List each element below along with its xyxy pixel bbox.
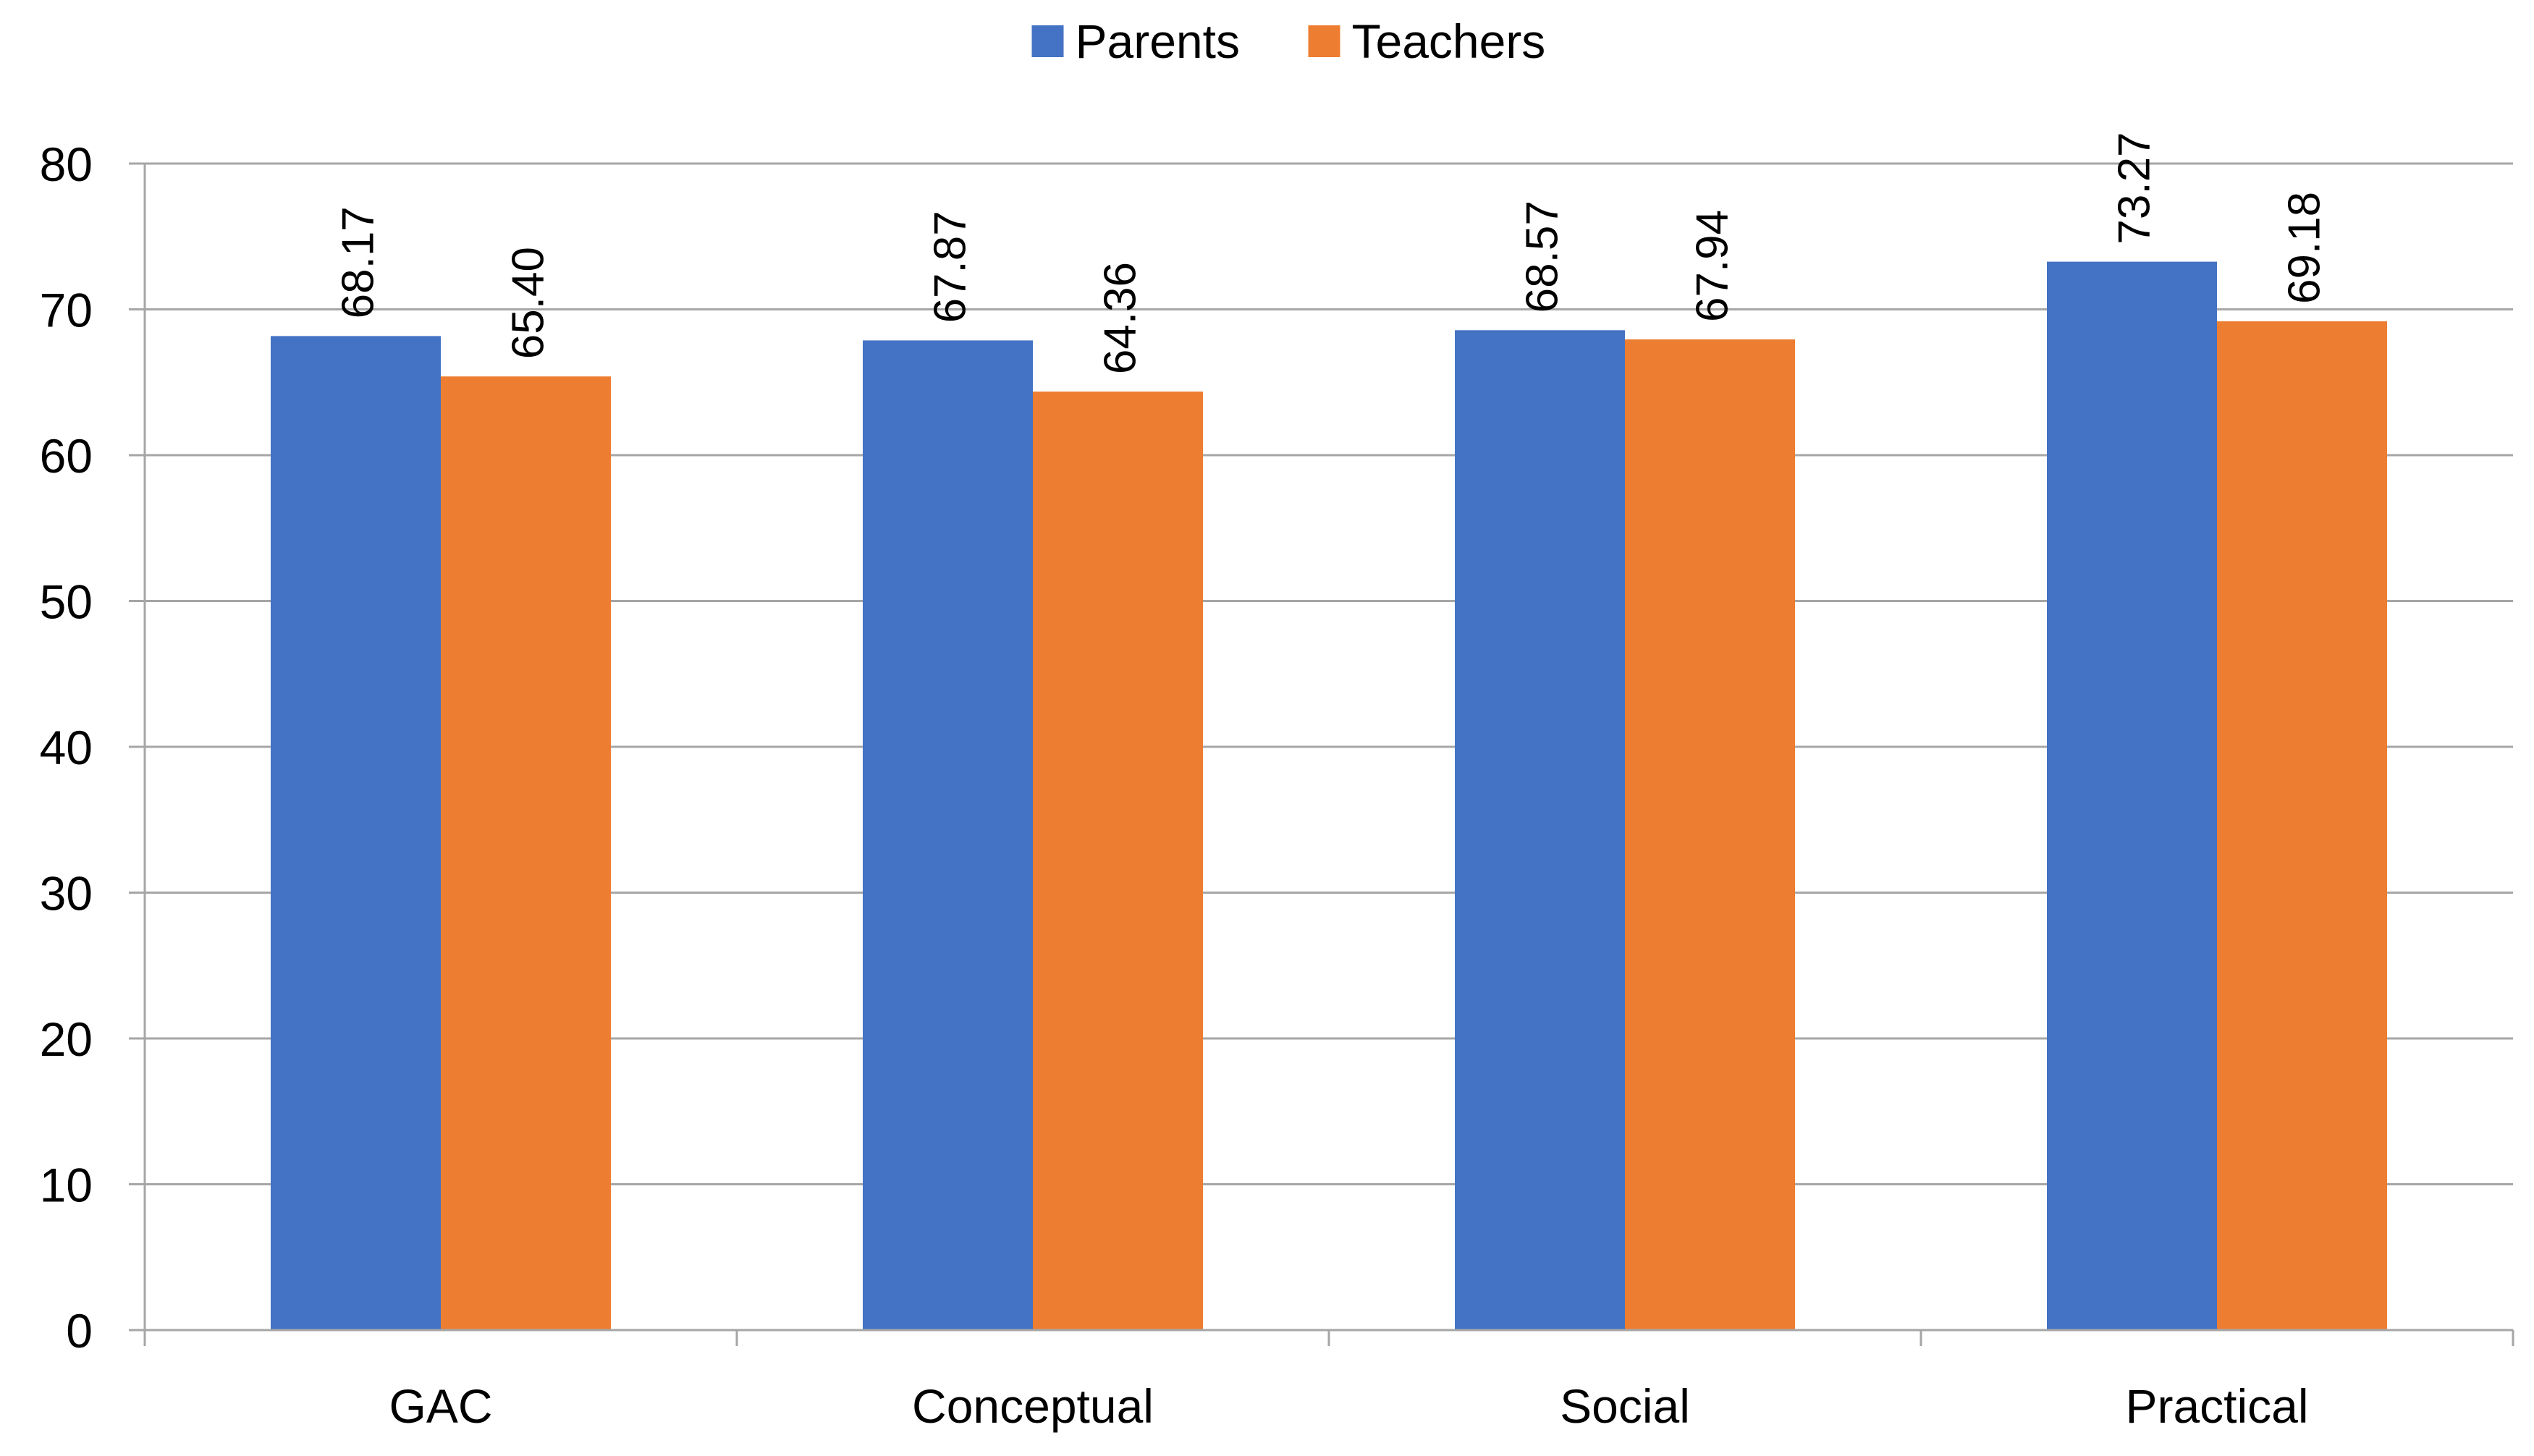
- axes: [129, 162, 2514, 1346]
- data-label: 69.18: [2280, 192, 2330, 304]
- x-tick-label: Practical: [2125, 1379, 2308, 1433]
- bar-teachers-social: [1625, 339, 1795, 1330]
- data-label: 73.27: [2110, 132, 2160, 244]
- data-label: 64.36: [1096, 262, 1146, 374]
- y-tick-labels: 0 10 20 30 40 50 60 70 80: [40, 137, 93, 1358]
- y-tick-label: 80: [40, 137, 93, 191]
- y-tick-label: 10: [40, 1159, 93, 1212]
- y-tick-label: 60: [40, 429, 93, 483]
- bars: [271, 261, 2387, 1331]
- x-tick-labels: GAC Conceptual Social Practical: [389, 1379, 2308, 1433]
- bar-teachers-gac: [441, 376, 611, 1331]
- x-tick-label: GAC: [389, 1379, 492, 1433]
- y-tick-label: 40: [40, 721, 93, 774]
- legend-label-teachers: Teachers: [1352, 14, 1546, 68]
- bar-parents-practical: [2047, 261, 2217, 1330]
- bar-parents-social: [1455, 330, 1625, 1331]
- y-tick-label: 50: [40, 575, 93, 629]
- y-tick-label: 70: [40, 284, 93, 337]
- bar-parents-conceptual: [863, 340, 1033, 1331]
- y-tick-label: 30: [40, 867, 93, 920]
- legend-label-parents: Parents: [1076, 14, 1240, 68]
- data-label: 67.87: [926, 211, 976, 323]
- x-tick-label: Conceptual: [912, 1379, 1154, 1433]
- bar-parents-gac: [271, 336, 441, 1330]
- legend: Parents Teachers: [1031, 14, 1546, 68]
- data-label: 65.40: [504, 247, 554, 359]
- legend-swatch-teachers: [1308, 25, 1340, 57]
- data-labels: 68.17 65.40 67.87 64.36 68.57 67.94 73.27 69.18: [334, 132, 2330, 374]
- y-tick-label: 0: [66, 1304, 93, 1358]
- x-tick-label: Social: [1560, 1379, 1690, 1433]
- data-label: 68.57: [1518, 200, 1568, 313]
- bar-teachers-conceptual: [1033, 391, 1203, 1330]
- data-label: 67.94: [1688, 210, 1738, 322]
- data-label: 68.17: [334, 206, 384, 318]
- bar-teachers-practical: [2217, 321, 2387, 1331]
- legend-swatch-parents: [1031, 25, 1064, 57]
- y-tick-label: 20: [40, 1012, 93, 1066]
